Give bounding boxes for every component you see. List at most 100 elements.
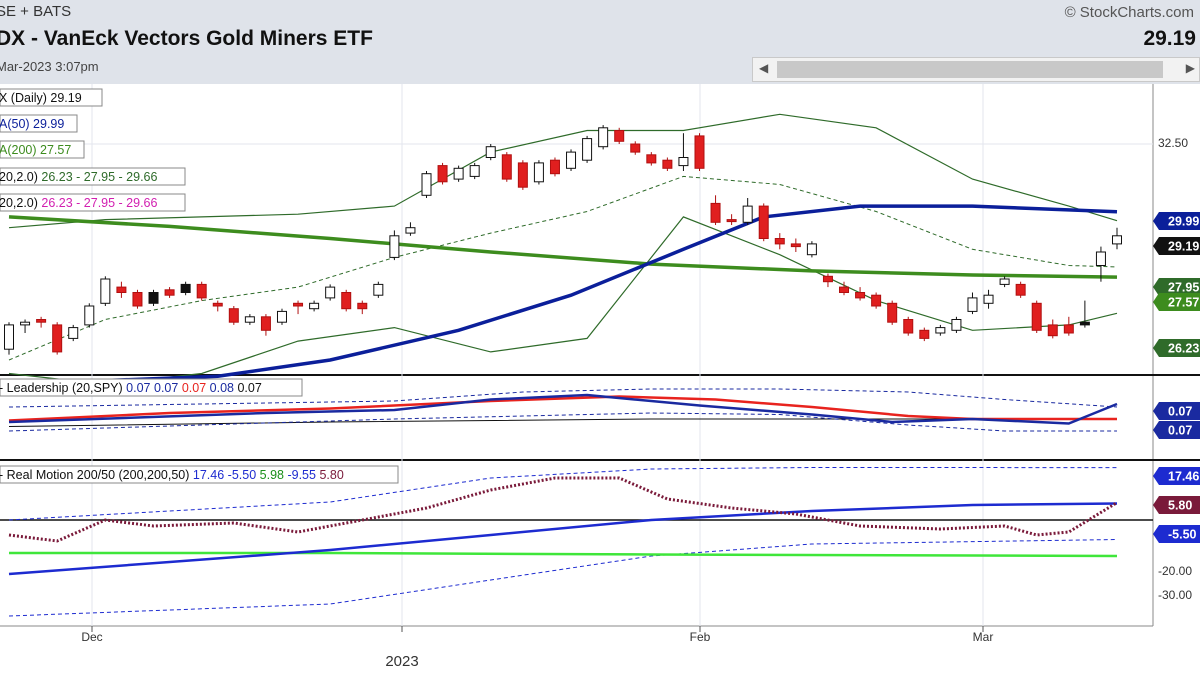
- rm-green-line: [9, 551, 1118, 558]
- leadership-badge: 0.07: [1168, 424, 1192, 438]
- last-price: 29.19: [1143, 27, 1196, 50]
- rm-badge-dotted-bg: [1153, 496, 1200, 514]
- candle-body: [806, 243, 817, 256]
- realmotion-panel: [0, 460, 1153, 626]
- legend-ma200: A(200) 27.57: [0, 143, 71, 157]
- chart-scrollbar[interactable]: ◀ ▶: [752, 57, 1200, 82]
- candle-body: [1095, 251, 1106, 266]
- candle-body: [100, 278, 111, 304]
- date-axis: [0, 626, 1200, 675]
- candle-body: [260, 316, 271, 331]
- chart-date: Mar-2023 3:07pm: [0, 59, 99, 74]
- leadership-lines: [8, 388, 1118, 432]
- candle-body: [1047, 324, 1058, 337]
- candle-body: [1063, 324, 1074, 334]
- candle-body: [52, 324, 63, 353]
- chart-title: DX - VanEck Vectors Gold Miners ETF: [0, 27, 373, 50]
- rm-upper-band: [8, 466, 1118, 521]
- rm-dotted-line: [8, 476, 1118, 543]
- candle-body: [4, 324, 14, 350]
- candle-body: [180, 283, 191, 293]
- candle-body: [662, 159, 673, 169]
- candle-body: [710, 202, 721, 223]
- candle-body: [68, 327, 79, 339]
- candle-body: [726, 219, 737, 223]
- candle-body: [774, 238, 785, 245]
- candle-body: [549, 159, 560, 175]
- candle-body: [485, 146, 496, 159]
- scroll-thumb[interactable]: [777, 61, 1163, 78]
- candle-body: [309, 302, 320, 310]
- candle-body: [694, 135, 705, 169]
- candle-body: [582, 138, 593, 161]
- price-badge-ma50: 29.99: [1168, 215, 1199, 229]
- candle-body: [1015, 283, 1026, 296]
- candle-body: [373, 283, 384, 296]
- candle-body: [839, 286, 850, 294]
- rm-badge-lower-bg: [1153, 525, 1200, 543]
- legend-bb1: 20,2.0) 26.23 - 27.95 - 29.66: [0, 170, 158, 184]
- price-tick-label: 32.50: [1158, 136, 1188, 150]
- scroll-left-arrow-icon[interactable]: ◀: [759, 61, 769, 75]
- candle-body: [132, 292, 143, 307]
- candle-body: [790, 243, 801, 248]
- candle-body: [20, 321, 31, 326]
- candle-body: [919, 329, 930, 339]
- rm-badge-upper: 17.46: [1168, 470, 1199, 484]
- candle-body: [855, 292, 866, 299]
- rm-tick-label: -20.00: [1158, 564, 1192, 578]
- candle-body: [405, 227, 416, 234]
- candle-body: [887, 302, 898, 323]
- price-badge-bb-mid-bg: [1153, 278, 1200, 296]
- x-label-mar: Mar: [973, 630, 994, 644]
- candles: [4, 125, 1122, 355]
- candle-body: [469, 165, 480, 177]
- price-badge-ma200: 27.57: [1168, 296, 1199, 310]
- moving-averages: [8, 204, 1118, 387]
- candle-body: [293, 302, 304, 307]
- leadership-baseline: [8, 418, 1117, 427]
- candle-body: [148, 292, 159, 304]
- candle-body: [935, 327, 946, 334]
- candle-body: [517, 162, 528, 188]
- leadership-badge: 0.07: [1168, 405, 1192, 419]
- candle-body: [196, 283, 207, 299]
- candle-body: [983, 294, 994, 304]
- price-badge-ma50-bg: [1153, 212, 1200, 230]
- rm-blue-line: [8, 502, 1118, 576]
- price-panel: [0, 84, 1153, 375]
- candle-body: [36, 319, 47, 323]
- candle-body: [453, 167, 464, 180]
- candle-body: [1079, 321, 1090, 326]
- bb-middle-line: [8, 175, 1118, 361]
- scroll-right-arrow-icon[interactable]: ▶: [1185, 61, 1195, 75]
- candle-body: [228, 308, 239, 323]
- x-label-2023: 2023: [385, 653, 418, 670]
- rm-tick-label: -30.00: [1158, 588, 1192, 602]
- copyright-label: © StockCharts.com: [1064, 4, 1194, 21]
- legend-ma50: A(50) 29.99: [0, 117, 64, 131]
- candle-body: [967, 297, 978, 312]
- rm-lower-band: [8, 539, 1118, 617]
- candle-body: [437, 165, 448, 183]
- legend-daily: X (Daily) 29.19: [0, 91, 82, 105]
- candle-body: [678, 157, 689, 167]
- candle-body: [212, 302, 223, 307]
- rm-badge-upper-bg: [1153, 467, 1200, 485]
- candle-body: [276, 310, 287, 323]
- x-label-dec: Dec: [81, 630, 102, 644]
- candle-body: [598, 127, 609, 148]
- leadership-red-line: [8, 395, 1117, 422]
- price-badge-bb-mid: 27.95: [1168, 281, 1199, 295]
- candle-body: [325, 286, 336, 299]
- legend-leadership: - Leadership (20,SPY) 0.07 0.07 0.07 0.0…: [0, 381, 262, 395]
- candle-body: [533, 162, 544, 183]
- legend-realmotion: - Real Motion 200/50 (200,200,50) 17.46 …: [0, 468, 344, 482]
- candle-body: [1031, 302, 1042, 331]
- x-label-feb: Feb: [690, 630, 711, 644]
- candle-body: [822, 275, 833, 283]
- candle-body: [614, 130, 625, 142]
- bollinger-bands: [8, 113, 1118, 385]
